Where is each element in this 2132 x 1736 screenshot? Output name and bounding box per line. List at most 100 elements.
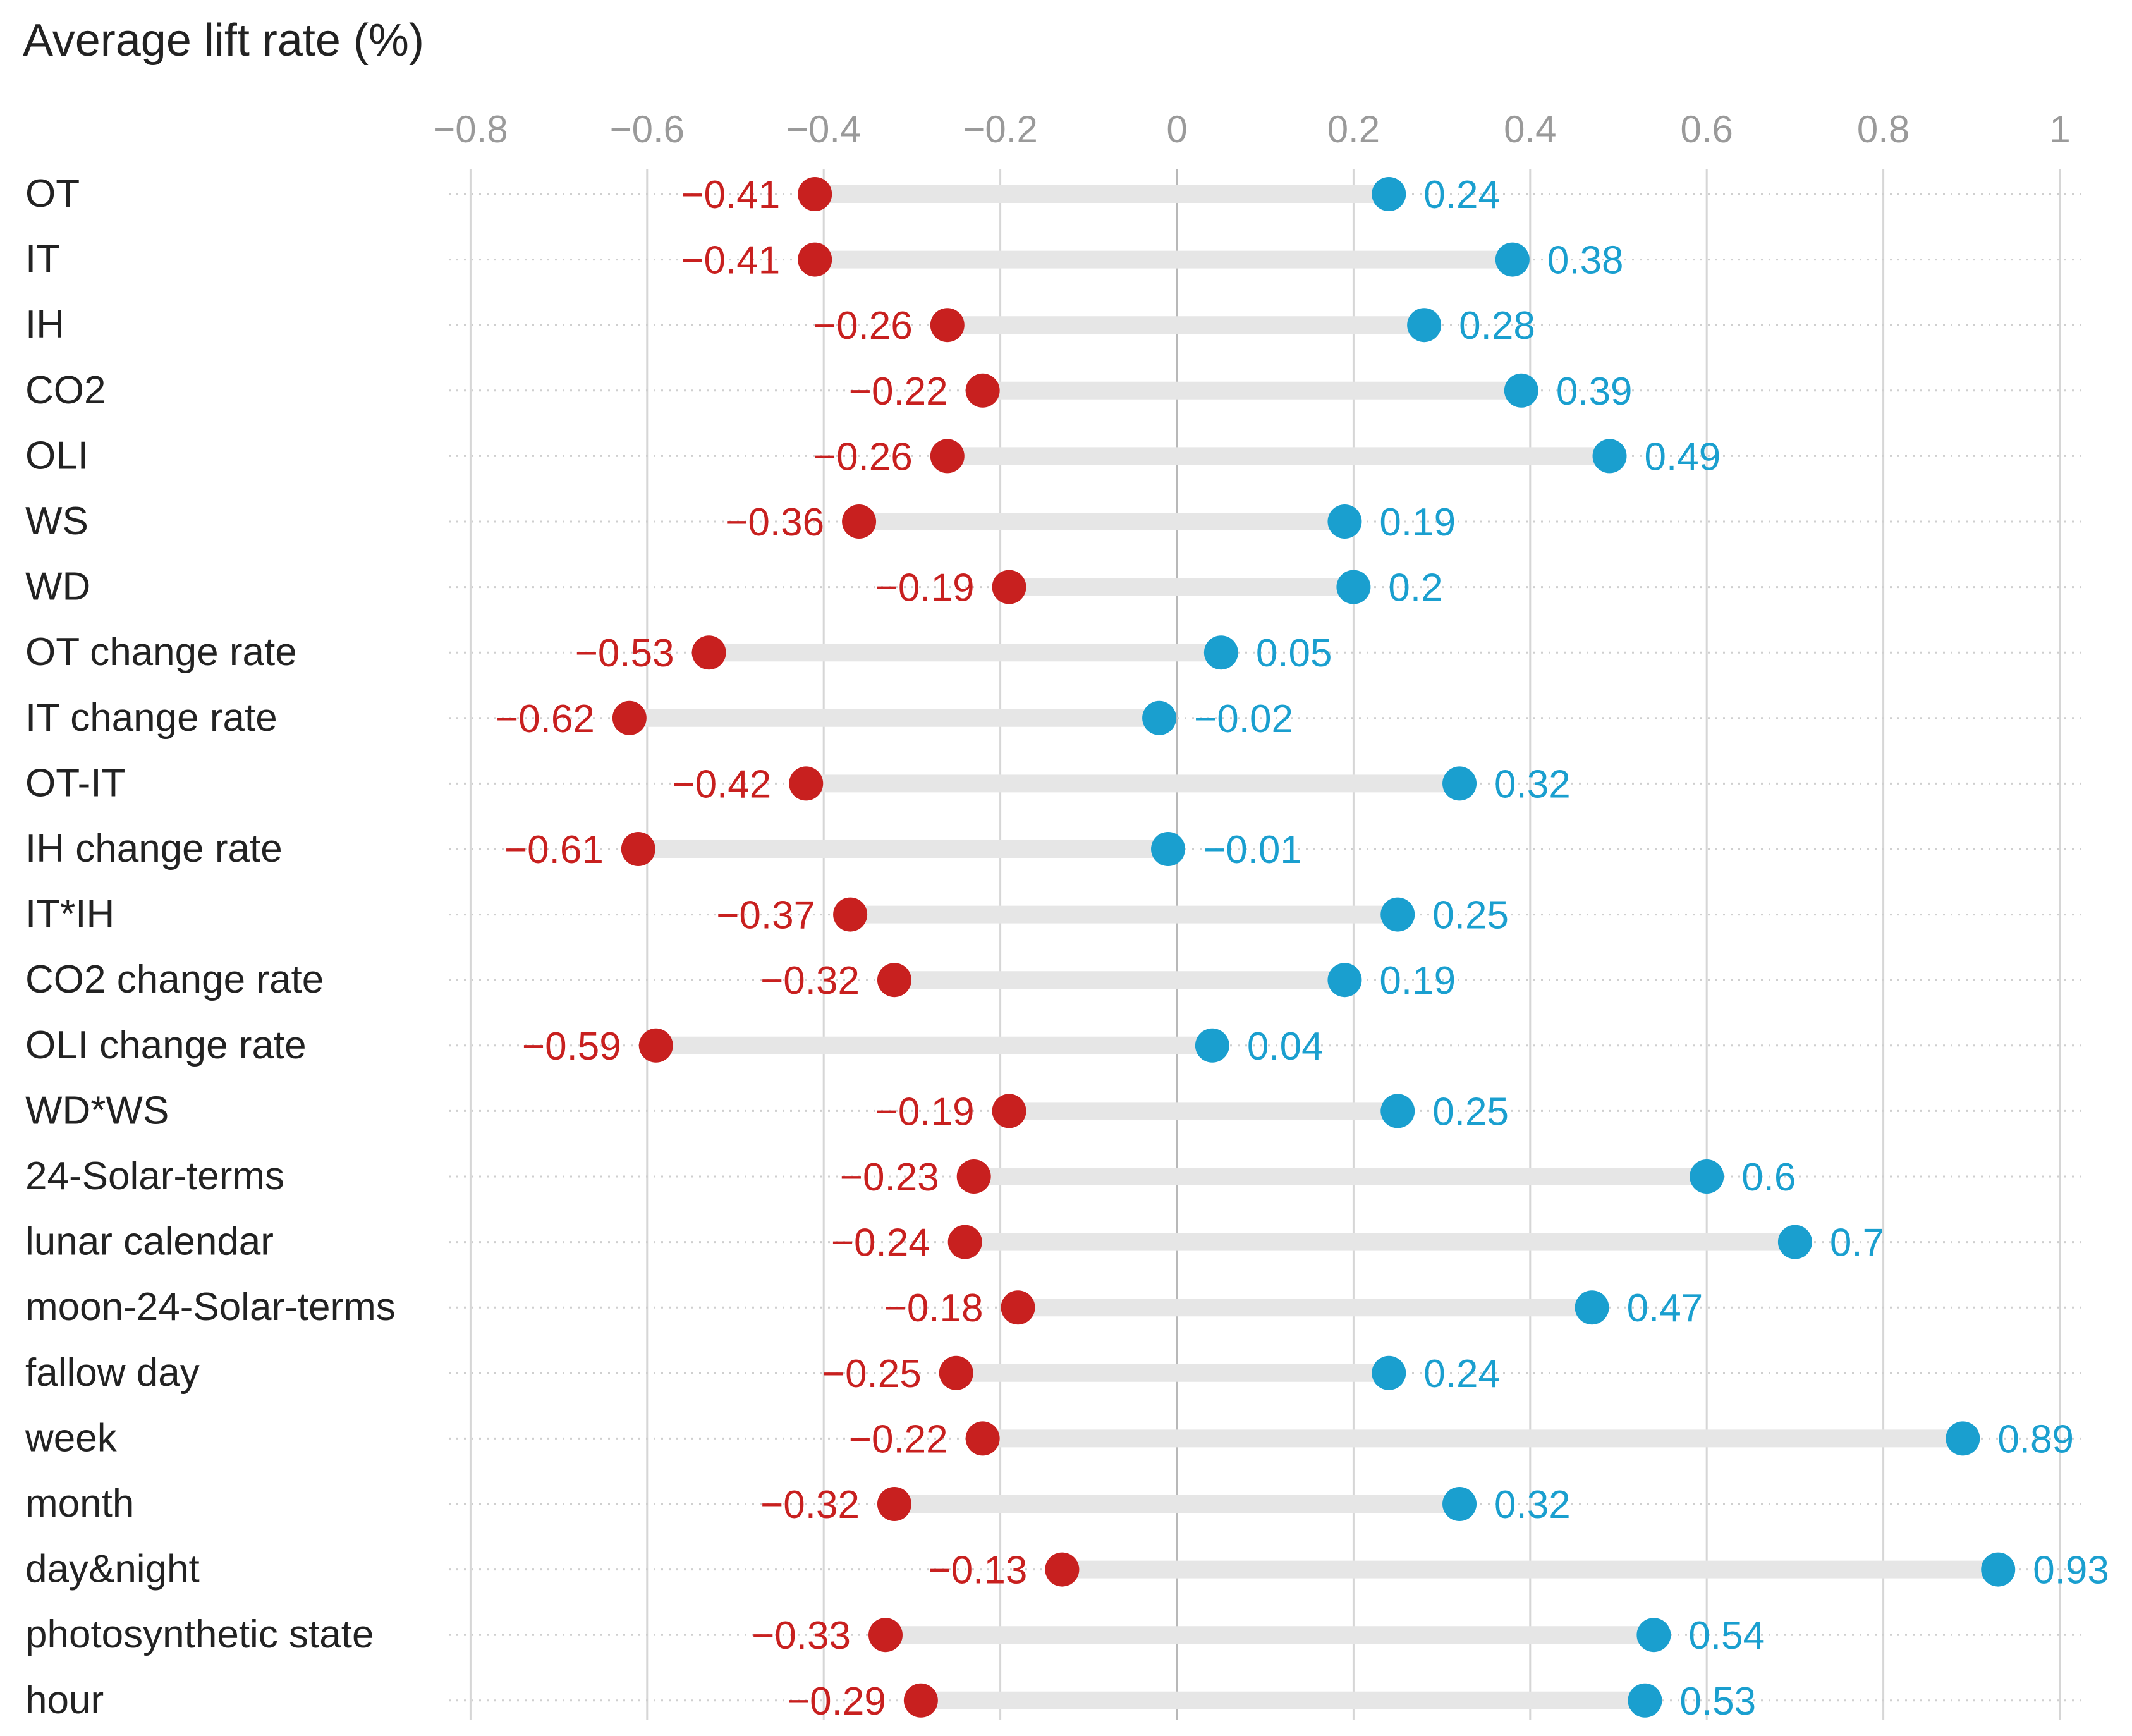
category-label: photosynthetic state xyxy=(25,1613,374,1656)
positive-dot xyxy=(1981,1552,2016,1587)
positive-dot xyxy=(1690,1159,1724,1194)
negative-value-label: −0.18 xyxy=(884,1287,984,1330)
x-tick-label: 0.8 xyxy=(1857,108,1910,150)
positive-dot xyxy=(1442,766,1477,801)
negative-dot xyxy=(877,963,911,998)
category-label: moon-24-Solar-terms xyxy=(25,1285,396,1329)
positive-dot xyxy=(1380,897,1415,932)
negative-value-label: −0.26 xyxy=(813,304,913,348)
positive-value-label: 0.04 xyxy=(1247,1025,1324,1068)
positive-value-label: 0.53 xyxy=(1679,1680,1756,1723)
category-label: IH change rate xyxy=(25,827,283,871)
negative-value-label: −0.37 xyxy=(716,894,815,938)
x-tick-label: 1 xyxy=(2049,108,2070,150)
positive-value-label: 0.47 xyxy=(1627,1287,1703,1330)
positive-value-label: 0.19 xyxy=(1379,501,1456,544)
negative-dot xyxy=(947,1225,982,1259)
positive-dot xyxy=(1336,570,1371,604)
positive-value-label: 0.6 xyxy=(1741,1156,1796,1199)
category-label: IT*IH xyxy=(25,893,114,936)
negative-dot xyxy=(992,570,1026,604)
x-tick-label: −0.4 xyxy=(786,108,861,150)
x-tick-label: 0.4 xyxy=(1504,108,1556,150)
category-label: WS xyxy=(25,499,88,543)
positive-dot xyxy=(1504,373,1538,408)
negative-dot xyxy=(1045,1552,1080,1587)
negative-dot xyxy=(612,700,647,735)
negative-value-label: −0.32 xyxy=(760,1483,860,1527)
data-rows: OT −0.41 0.24 IT −0.41 0.38 IH −0.26 0.28 CO2 −0.2… xyxy=(25,172,2109,1723)
positive-value-label: −0.01 xyxy=(1203,828,1302,872)
positive-value-label: 0.24 xyxy=(1423,173,1500,217)
negative-value-label: −0.62 xyxy=(496,697,595,741)
negative-dot xyxy=(842,504,877,539)
negative-value-label: −0.42 xyxy=(672,762,771,806)
positive-value-label: 0.89 xyxy=(1997,1417,2074,1461)
positive-value-label: 0.28 xyxy=(1459,304,1535,348)
category-label: OT change rate xyxy=(25,630,297,674)
category-label: fallow day xyxy=(25,1351,200,1395)
negative-value-label: −0.33 xyxy=(752,1614,851,1658)
negative-value-label: −0.22 xyxy=(849,370,948,413)
negative-value-label: −0.26 xyxy=(813,435,913,479)
positive-dot xyxy=(1442,1487,1477,1521)
negative-dot xyxy=(992,1094,1026,1128)
category-label: IT xyxy=(25,238,60,281)
negative-value-label: −0.19 xyxy=(875,566,975,610)
category-label: OT xyxy=(25,172,80,216)
category-label: 24-Solar-terms xyxy=(25,1154,284,1198)
positive-dot xyxy=(1372,1355,1406,1390)
positive-dot xyxy=(1380,1094,1415,1128)
category-label: IH xyxy=(25,303,64,346)
negative-dot xyxy=(691,635,726,670)
negative-value-label: −0.53 xyxy=(575,632,674,675)
chart-title: Average lift rate (%) xyxy=(23,15,424,66)
negative-value-label: −0.23 xyxy=(840,1156,939,1199)
negative-dot xyxy=(939,1355,973,1390)
negative-dot xyxy=(798,177,832,211)
negative-value-label: −0.32 xyxy=(760,959,860,1003)
positive-dot xyxy=(1575,1290,1609,1325)
positive-dot xyxy=(1592,439,1627,474)
category-label: month xyxy=(25,1482,134,1525)
positive-dot xyxy=(1203,635,1238,670)
positive-value-label: 0.05 xyxy=(1256,632,1332,675)
negative-value-label: −0.22 xyxy=(849,1417,948,1461)
negative-dot xyxy=(789,766,824,801)
positive-dot xyxy=(1195,1028,1229,1063)
positive-value-label: 0.2 xyxy=(1388,566,1442,610)
category-label: OLI xyxy=(25,434,88,477)
negative-value-label: −0.41 xyxy=(681,239,780,283)
positive-value-label: 0.93 xyxy=(2033,1549,2109,1592)
negative-value-label: −0.19 xyxy=(875,1090,975,1134)
positive-dot xyxy=(1142,700,1177,735)
negative-value-label: −0.24 xyxy=(831,1221,930,1265)
category-label: hour xyxy=(25,1678,104,1722)
x-tick-label: −0.6 xyxy=(610,108,685,150)
category-label: OLI change rate xyxy=(25,1024,307,1067)
positive-value-label: 0.38 xyxy=(1547,239,1624,283)
negative-value-label: −0.41 xyxy=(681,173,780,217)
category-label: OT-IT xyxy=(25,761,125,805)
category-label: IT change rate xyxy=(25,696,277,740)
positive-dot xyxy=(1327,504,1362,539)
x-tick-label: −0.8 xyxy=(433,108,508,150)
negative-value-label: −0.61 xyxy=(504,828,604,872)
negative-dot xyxy=(621,832,655,866)
negative-dot xyxy=(965,373,1000,408)
x-tick-label: 0.2 xyxy=(1327,108,1380,150)
negative-dot xyxy=(956,1159,991,1194)
positive-value-label: 0.39 xyxy=(1556,370,1633,413)
negative-dot xyxy=(638,1028,673,1063)
x-tick-label: 0.6 xyxy=(1680,108,1733,150)
negative-value-label: −0.59 xyxy=(522,1025,621,1068)
negative-value-label: −0.13 xyxy=(928,1549,1027,1592)
positive-value-label: 0.32 xyxy=(1494,1483,1571,1527)
negative-dot xyxy=(930,308,965,343)
positive-dot xyxy=(1407,308,1442,343)
negative-dot xyxy=(1001,1290,1035,1325)
category-label: day&night xyxy=(25,1548,200,1591)
negative-dot xyxy=(965,1421,1000,1456)
